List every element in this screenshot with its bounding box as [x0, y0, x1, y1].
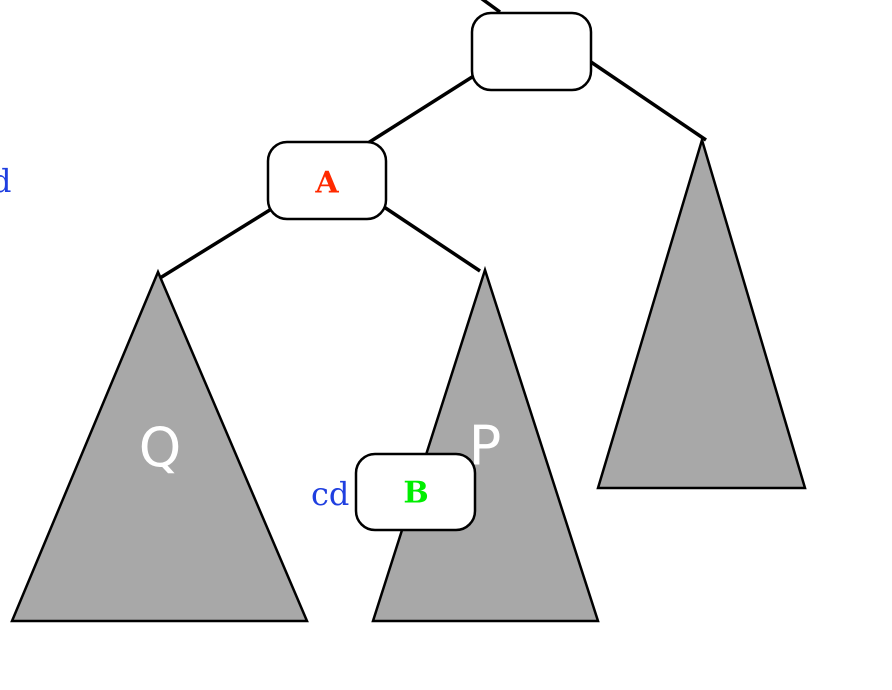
edge-a-to-p: [383, 205, 481, 273]
subtree-q-label: Q: [139, 417, 182, 480]
subtree-p-triangle: [371, 265, 600, 623]
edge-root-to-a: [367, 70, 481, 145]
node-a-box: [266, 140, 388, 221]
subtree-right-triangle: [596, 135, 807, 490]
node-root-box: [470, 11, 593, 92]
subtree-q-triangle: [10, 268, 309, 623]
edge-root-to-right-subtree: [587, 58, 707, 142]
edge-a-to-q: [159, 206, 274, 280]
node-a-label: A: [314, 166, 339, 201]
tree-edges: [159, 0, 707, 280]
left-edge-label: d: [0, 162, 11, 200]
subtree-right: [596, 135, 807, 490]
node-b-label: B: [403, 476, 428, 511]
node-b-box: [354, 452, 477, 532]
subtree-p: P: [371, 265, 600, 623]
node-root: [470, 11, 593, 92]
cd-label: cd: [311, 475, 349, 513]
subtree-q: Q: [10, 268, 309, 623]
node-b: B: [354, 452, 477, 532]
edge-root-parent: [480, 0, 502, 14]
node-a: A: [266, 140, 388, 221]
